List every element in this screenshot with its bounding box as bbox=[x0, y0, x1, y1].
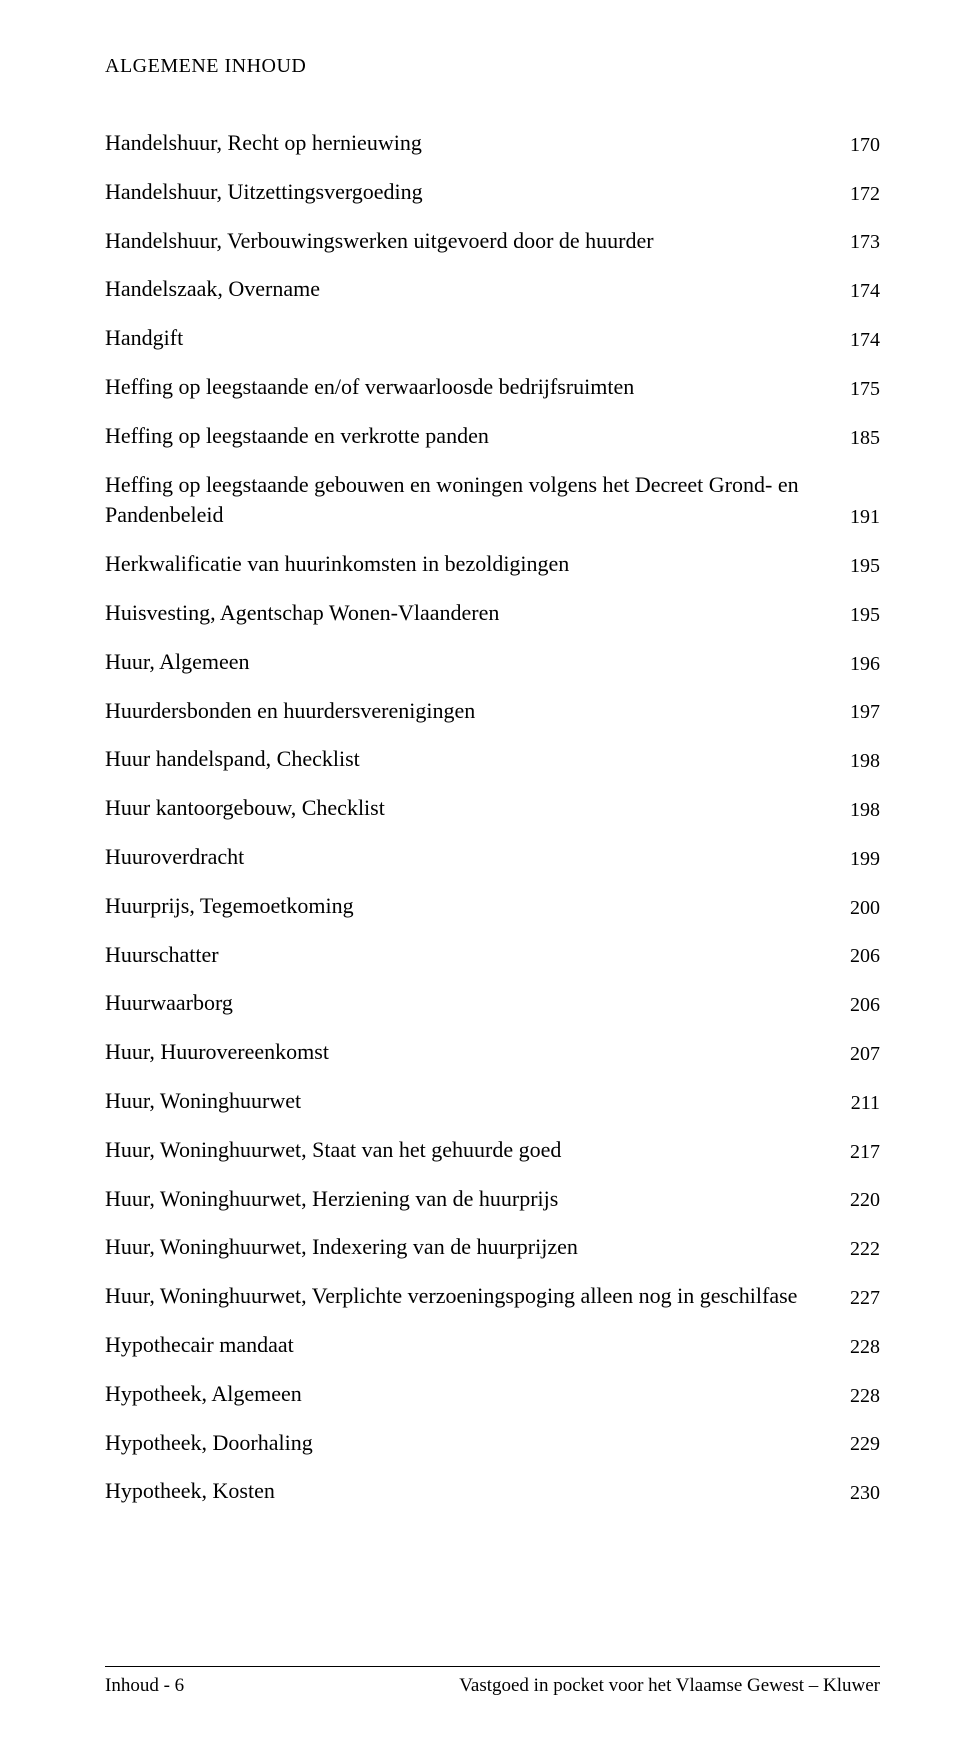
toc-entry-label: Huurwaarborg bbox=[105, 988, 850, 1019]
toc-entry: Huur handelspand, Checklist198 bbox=[105, 744, 880, 775]
toc-entry-label: Hypotheek, Algemeen bbox=[105, 1379, 850, 1410]
toc-entry-label: Huur, Woninghuurwet, Verplichte verzoeni… bbox=[105, 1281, 850, 1312]
toc-entry-label: Handgift bbox=[105, 323, 850, 354]
toc-entry-page: 175 bbox=[850, 375, 880, 403]
toc-entry-page: 206 bbox=[850, 942, 880, 970]
toc-entry: Huur, Woninghuurwet, Herziening van de h… bbox=[105, 1184, 880, 1215]
toc-entry-page: 230 bbox=[850, 1479, 880, 1507]
toc-entry: Handgift174 bbox=[105, 323, 880, 354]
toc-entry-label: Huur, Woninghuurwet, Staat van het gehuu… bbox=[105, 1135, 850, 1166]
toc-entry-page: 200 bbox=[850, 894, 880, 922]
toc-entry: Heffing op leegstaande en/of verwaarloos… bbox=[105, 372, 880, 403]
toc-entry: Huur, Woninghuurwet, Verplichte verzoeni… bbox=[105, 1281, 880, 1312]
toc-entry: Huur kantoorgebouw, Checklist198 bbox=[105, 793, 880, 824]
toc-entry-label: Huur handelspand, Checklist bbox=[105, 744, 850, 775]
toc-entry-label: Huur, Algemeen bbox=[105, 647, 850, 678]
toc-entry-page: 220 bbox=[850, 1186, 880, 1214]
toc-entry-label: Huur, Woninghuurwet bbox=[105, 1086, 851, 1117]
toc-entry-label: Heffing op leegstaande gebouwen en wonin… bbox=[105, 470, 850, 532]
toc-entry: Handelshuur, Recht op hernieuwing170 bbox=[105, 128, 880, 159]
toc-entry-page: 228 bbox=[850, 1382, 880, 1410]
toc-entry: Heffing op leegstaande gebouwen en wonin… bbox=[105, 470, 880, 532]
toc-entry-page: 222 bbox=[850, 1235, 880, 1263]
toc-entry: Huurschatter206 bbox=[105, 940, 880, 971]
toc-entry: Huur, Woninghuurwet, Indexering van de h… bbox=[105, 1232, 880, 1263]
toc-entry-page: 198 bbox=[850, 747, 880, 775]
toc-entry: Herkwalificatie van huurinkomsten in bez… bbox=[105, 549, 880, 580]
toc-entry-label: Huur kantoorgebouw, Checklist bbox=[105, 793, 850, 824]
toc-entry-label: Handelshuur, Verbouwingswerken uitgevoer… bbox=[105, 226, 850, 257]
toc-entry-label: Huurschatter bbox=[105, 940, 850, 971]
toc-entry-page: 207 bbox=[850, 1040, 880, 1068]
toc-entry-page: 197 bbox=[850, 698, 880, 726]
toc-entry: Huurdersbonden en huurdersverenigingen19… bbox=[105, 696, 880, 727]
toc-entry-label: Huur, Woninghuurwet, Herziening van de h… bbox=[105, 1184, 850, 1215]
toc-entry-label: Handelshuur, Uitzettingsvergoeding bbox=[105, 177, 850, 208]
toc-entry-page: 217 bbox=[850, 1138, 880, 1166]
toc-entry: Hypotheek, Algemeen228 bbox=[105, 1379, 880, 1410]
toc-entry-page: 172 bbox=[850, 180, 880, 208]
toc-entry-page: 173 bbox=[850, 228, 880, 256]
toc-entry-page: 191 bbox=[850, 503, 880, 531]
toc-entry-page: 211 bbox=[851, 1089, 880, 1117]
toc-entry: Hypothecair mandaat228 bbox=[105, 1330, 880, 1361]
toc-entry-label: Heffing op leegstaande en/of verwaarloos… bbox=[105, 372, 850, 403]
toc-entry: Handelszaak, Overname174 bbox=[105, 274, 880, 305]
toc-entry-page: 195 bbox=[850, 552, 880, 580]
toc-entry-page: 174 bbox=[850, 277, 880, 305]
footer-right: Vastgoed in pocket voor het Vlaamse Gewe… bbox=[459, 1675, 880, 1697]
toc-entry: Huur, Woninghuurwet211 bbox=[105, 1086, 880, 1117]
toc-entry: Huurwaarborg206 bbox=[105, 988, 880, 1019]
toc-entry: Huurprijs, Tegemoetkoming200 bbox=[105, 891, 880, 922]
toc-entry: Handelshuur, Verbouwingswerken uitgevoer… bbox=[105, 226, 880, 257]
toc-entry-page: 229 bbox=[850, 1430, 880, 1458]
toc-entry-label: Huisvesting, Agentschap Wonen-Vlaanderen bbox=[105, 598, 850, 629]
page-footer: Inhoud - 6 Vastgoed in pocket voor het V… bbox=[105, 1666, 880, 1697]
toc-entry-label: Hypothecair mandaat bbox=[105, 1330, 850, 1361]
toc-entry-page: 195 bbox=[850, 601, 880, 629]
toc-entry-page: 185 bbox=[850, 424, 880, 452]
toc-entry: Handelshuur, Uitzettingsvergoeding172 bbox=[105, 177, 880, 208]
toc-entry-page: 227 bbox=[850, 1284, 880, 1312]
toc-entry-label: Huuroverdracht bbox=[105, 842, 850, 873]
toc-entry: Hypotheek, Doorhaling229 bbox=[105, 1428, 880, 1459]
toc-entry: Huur, Woninghuurwet, Staat van het gehuu… bbox=[105, 1135, 880, 1166]
toc-entry: Huuroverdracht199 bbox=[105, 842, 880, 873]
toc-list: Handelshuur, Recht op hernieuwing170Hand… bbox=[105, 128, 880, 1507]
toc-entry-label: Handelszaak, Overname bbox=[105, 274, 850, 305]
toc-entry-page: 198 bbox=[850, 796, 880, 824]
toc-entry-page: 228 bbox=[850, 1333, 880, 1361]
toc-entry-label: Handelshuur, Recht op hernieuwing bbox=[105, 128, 850, 159]
toc-entry: Heffing op leegstaande en verkrotte pand… bbox=[105, 421, 880, 452]
toc-entry: Huisvesting, Agentschap Wonen-Vlaanderen… bbox=[105, 598, 880, 629]
toc-entry-page: 170 bbox=[850, 131, 880, 159]
toc-entry: Huur, Algemeen196 bbox=[105, 647, 880, 678]
toc-entry-label: Herkwalificatie van huurinkomsten in bez… bbox=[105, 549, 850, 580]
toc-entry-label: Huur, Woninghuurwet, Indexering van de h… bbox=[105, 1232, 850, 1263]
toc-entry-page: 206 bbox=[850, 991, 880, 1019]
toc-entry-label: Hypotheek, Kosten bbox=[105, 1476, 850, 1507]
toc-entry-label: Hypotheek, Doorhaling bbox=[105, 1428, 850, 1459]
toc-entry-page: 199 bbox=[850, 845, 880, 873]
toc-entry: Huur, Huurovereenkomst207 bbox=[105, 1037, 880, 1068]
toc-entry-label: Heffing op leegstaande en verkrotte pand… bbox=[105, 421, 850, 452]
toc-entry: Hypotheek, Kosten230 bbox=[105, 1476, 880, 1507]
page-header: ALGEMENE INHOUD bbox=[105, 55, 880, 78]
toc-entry-label: Huurprijs, Tegemoetkoming bbox=[105, 891, 850, 922]
footer-left: Inhoud - 6 bbox=[105, 1675, 184, 1697]
toc-entry-page: 196 bbox=[850, 650, 880, 678]
toc-entry-label: Huurdersbonden en huurdersverenigingen bbox=[105, 696, 850, 727]
toc-entry-label: Huur, Huurovereenkomst bbox=[105, 1037, 850, 1068]
toc-entry-page: 174 bbox=[850, 326, 880, 354]
